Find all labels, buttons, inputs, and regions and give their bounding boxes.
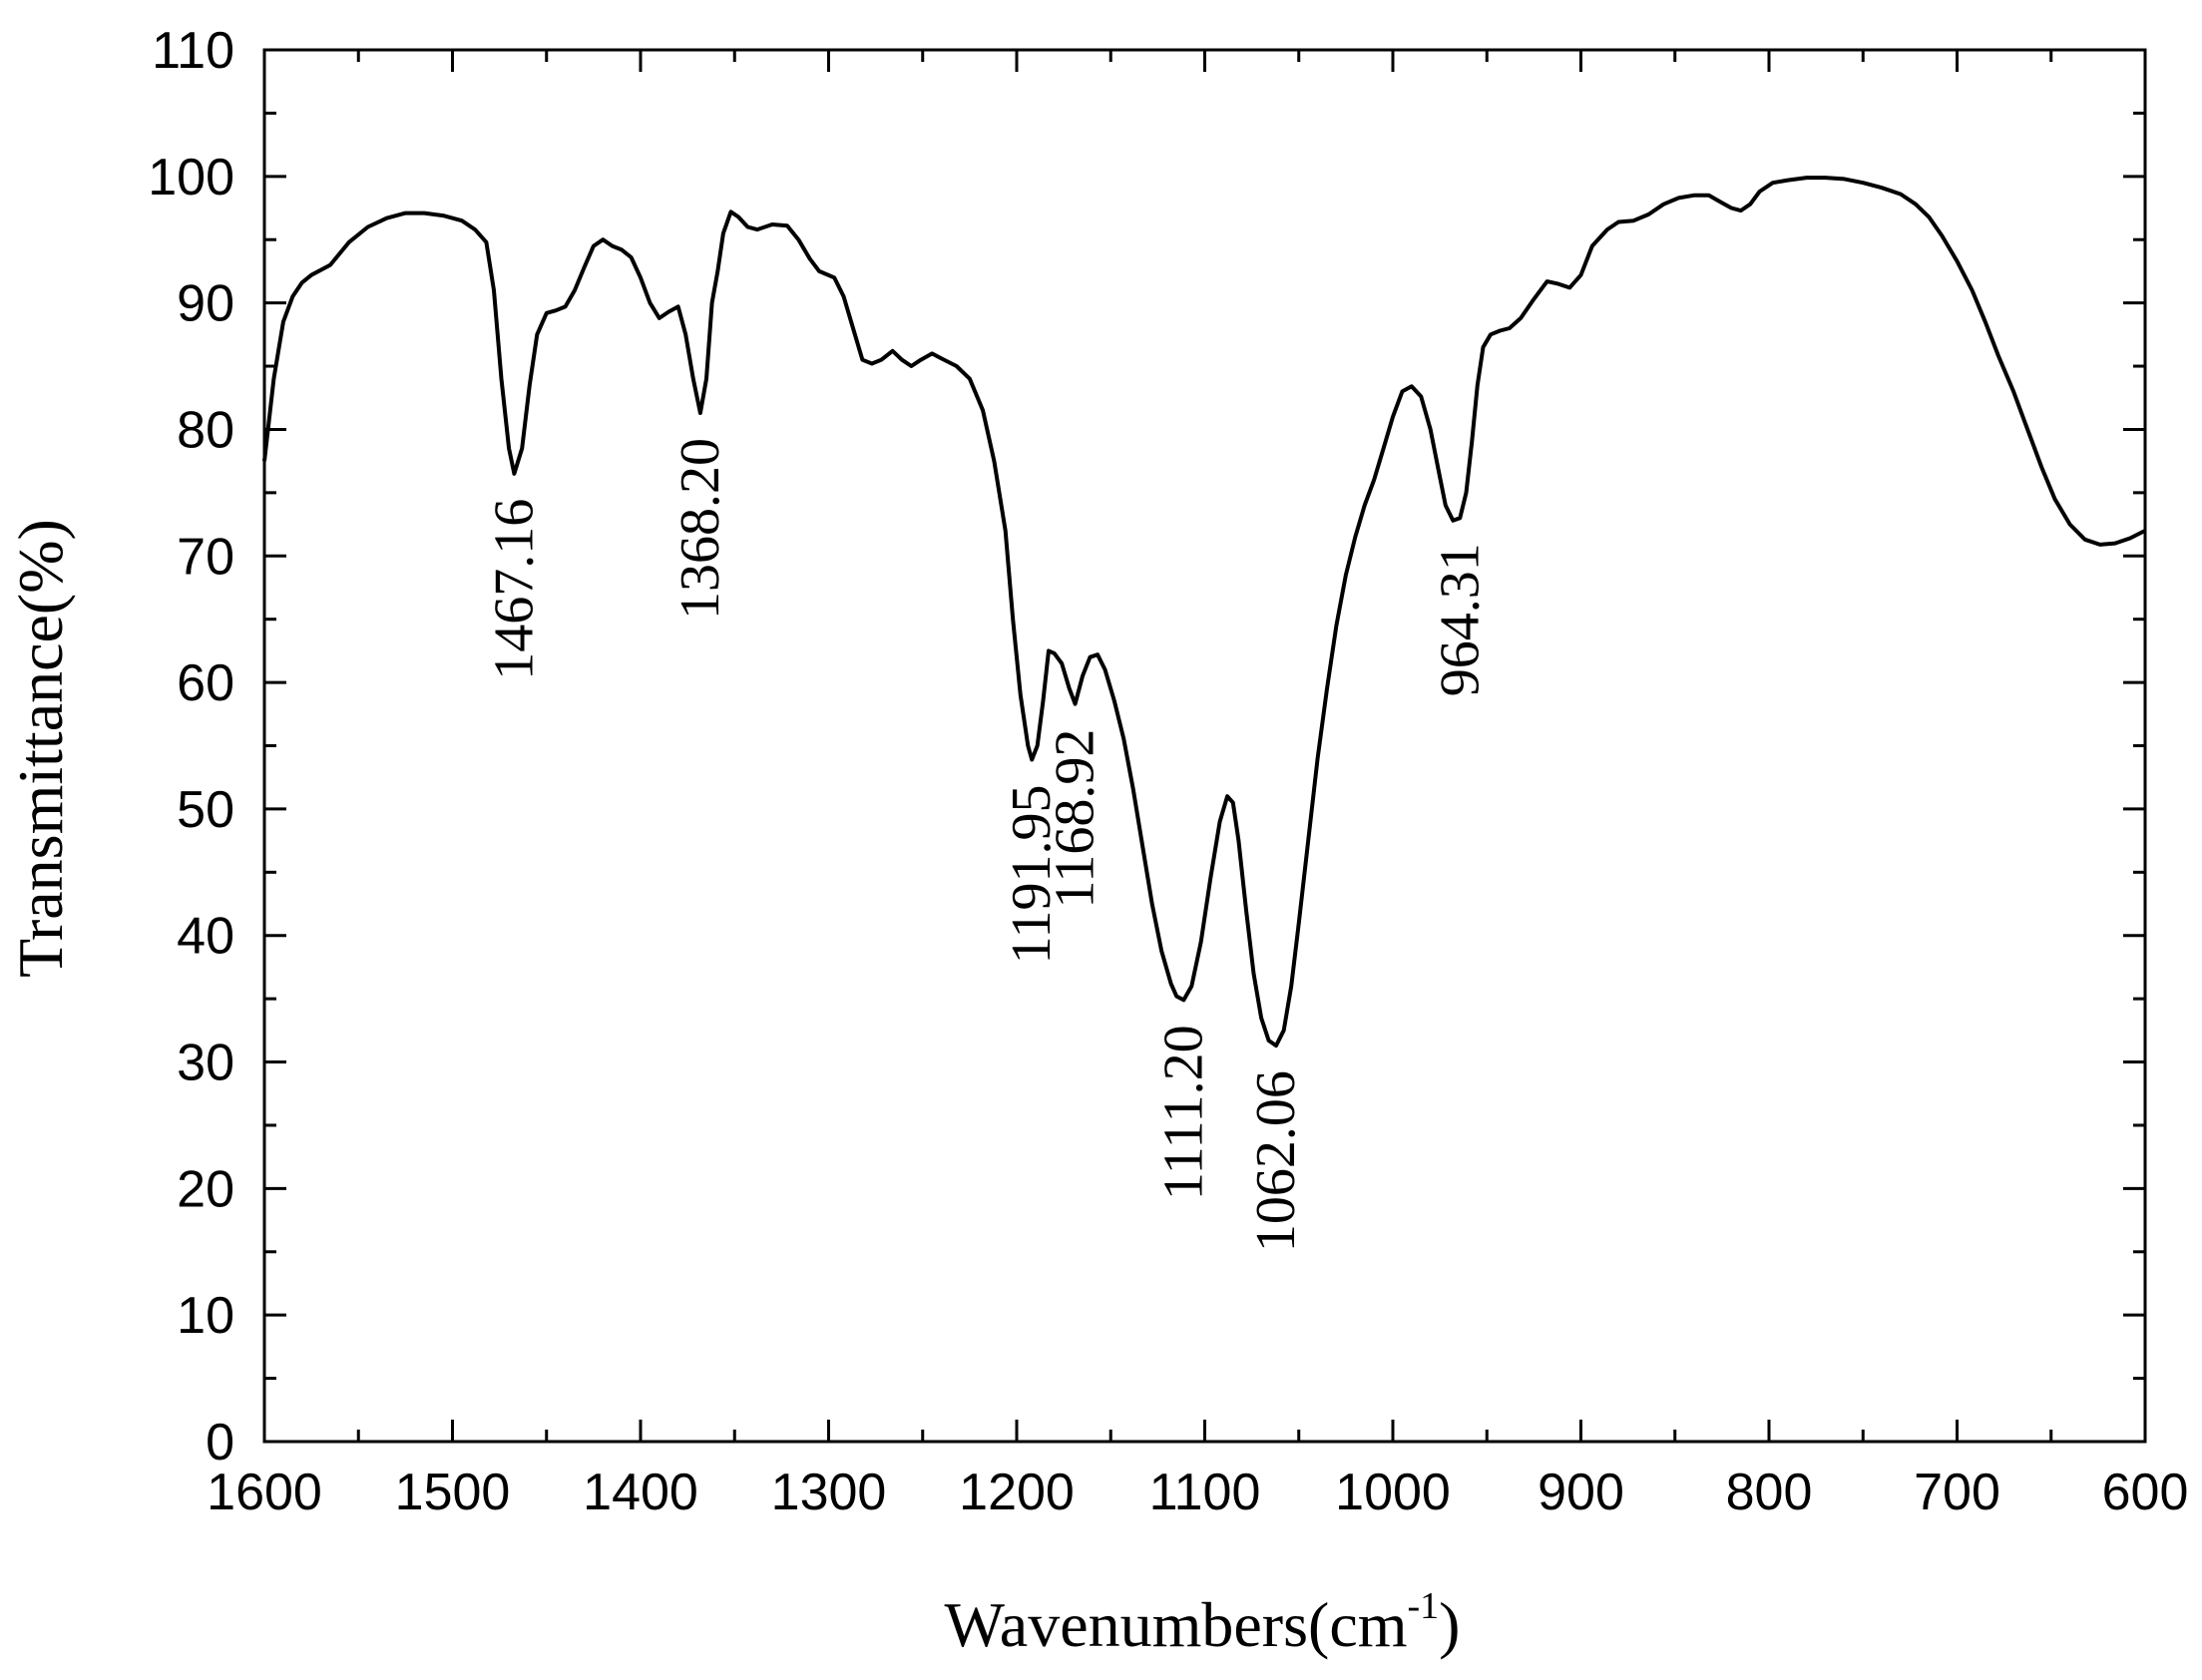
- y-tick-label: 70: [177, 528, 234, 586]
- x-tick-label: 900: [1538, 1464, 1624, 1521]
- x-tick-label: 800: [1726, 1464, 1813, 1521]
- peak-label: 1111.20: [1152, 1025, 1214, 1200]
- peak-label: 1062.06: [1245, 1070, 1307, 1252]
- y-tick-label: 0: [206, 1414, 234, 1471]
- y-tick-label: 100: [148, 149, 234, 207]
- peak-label: 1191.95: [1001, 785, 1063, 965]
- y-tick-label: 90: [177, 275, 234, 333]
- x-tick-label: 600: [2102, 1464, 2189, 1521]
- axis-tick-labels: 1600 1500 1400 1300 1200 1100 1000 900 800 700 600…: [148, 22, 2188, 1521]
- x-tick-label: 1000: [1335, 1464, 1451, 1521]
- axis-ticks: [262, 48, 2147, 1444]
- y-tick-label: 40: [177, 908, 234, 966]
- y-tick-label: 50: [177, 781, 234, 839]
- x-tick-label: 1200: [959, 1464, 1075, 1521]
- x-tick-label: 1600: [207, 1464, 322, 1521]
- x-tick-label: 1400: [583, 1464, 698, 1521]
- y-tick-label: 110: [152, 22, 234, 80]
- peak-label: 1368.20: [669, 438, 731, 620]
- y-tick-label: 80: [177, 401, 234, 459]
- x-axis-title-suffix: ): [1439, 1589, 1460, 1660]
- peak-label: 1168.92: [1045, 729, 1106, 909]
- x-axis-title-superscript: -1: [1408, 1585, 1440, 1627]
- plot-frame: [262, 48, 2147, 1444]
- peak-label: 964.31: [1429, 543, 1491, 696]
- y-tick-label: 20: [177, 1160, 234, 1218]
- y-axis-title: Transmittance(%): [5, 519, 76, 978]
- x-axis-title: Wavenumbers(cm-1): [945, 1585, 1461, 1660]
- x-tick-label: 700: [1914, 1464, 2000, 1521]
- peak-label: 1467.16: [483, 499, 545, 680]
- x-tick-label: 1100: [1149, 1464, 1261, 1521]
- y-tick-label: 30: [177, 1035, 234, 1092]
- y-tick-label: 10: [177, 1287, 234, 1345]
- x-axis-title-main: Wavenumbers(cm: [945, 1589, 1408, 1660]
- x-tick-label: 1500: [395, 1464, 511, 1521]
- spectrum-line: [262, 176, 2146, 1049]
- x-tick-label: 1300: [771, 1464, 887, 1521]
- y-tick-label: 60: [177, 654, 234, 712]
